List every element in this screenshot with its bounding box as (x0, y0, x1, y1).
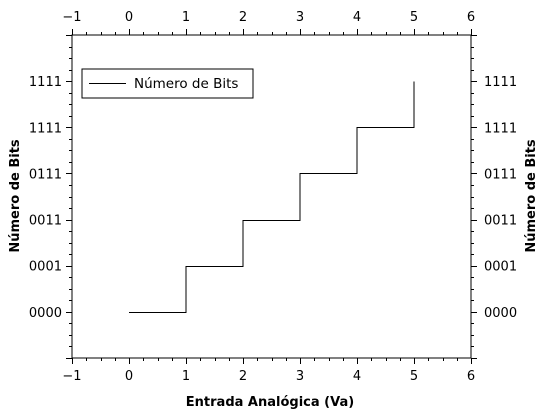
x-tick-label-top: 0 (125, 10, 133, 25)
x-tick-label-bottom: 0 (125, 369, 133, 384)
x-tick-label-bottom: 1 (182, 369, 190, 384)
x-tick-label-top: 2 (239, 10, 247, 25)
x-tick-label-top: 5 (410, 10, 418, 25)
y-tick-label-left: 1111 (29, 121, 62, 136)
series-line (129, 81, 415, 313)
legend: Número de Bits (81, 68, 254, 99)
x-tick-label-top: 1 (182, 10, 190, 25)
y-tick-label-left: 1111 (29, 75, 62, 90)
y-tick-label-left: 0011 (29, 214, 62, 229)
y-tick-label-right: 0111 (484, 167, 517, 182)
y-tick-label-left: 0001 (29, 260, 62, 275)
x-tick-label-bottom: 2 (239, 369, 247, 384)
x-tick-label-bottom: 3 (296, 369, 304, 384)
series-layer (129, 81, 415, 313)
plot-frame (71, 34, 472, 359)
x-tick-label-top: 3 (296, 10, 304, 25)
legend-label: Número de Bits (134, 76, 238, 92)
y-tick-label-right: 1111 (484, 75, 517, 90)
y-axis-title-right: Número de Bits (524, 139, 539, 253)
y-tick-label-right: 0001 (484, 260, 517, 275)
x-tick-label-top: 6 (467, 10, 475, 25)
y-axis-title-left: Número de Bits (8, 139, 23, 253)
x-tick-label-bottom: 6 (467, 369, 475, 384)
y-tick-label-right: 0000 (484, 306, 517, 321)
x-tick-label-top: −1 (62, 10, 81, 25)
x-tick-label-bottom: −1 (62, 369, 81, 384)
x-tick-label-bottom: 4 (353, 369, 361, 384)
y-tick-label-left: 0111 (29, 167, 62, 182)
y-tick-label-left: 0000 (29, 306, 62, 321)
x-tick-label-bottom: 5 (410, 369, 418, 384)
y-tick-label-right: 0011 (484, 214, 517, 229)
y-tick-label-right: 1111 (484, 121, 517, 136)
x-axis-title: Entrada Analógica (Va) (186, 395, 354, 410)
x-tick-label-top: 4 (353, 10, 361, 25)
ticks (66, 29, 477, 364)
